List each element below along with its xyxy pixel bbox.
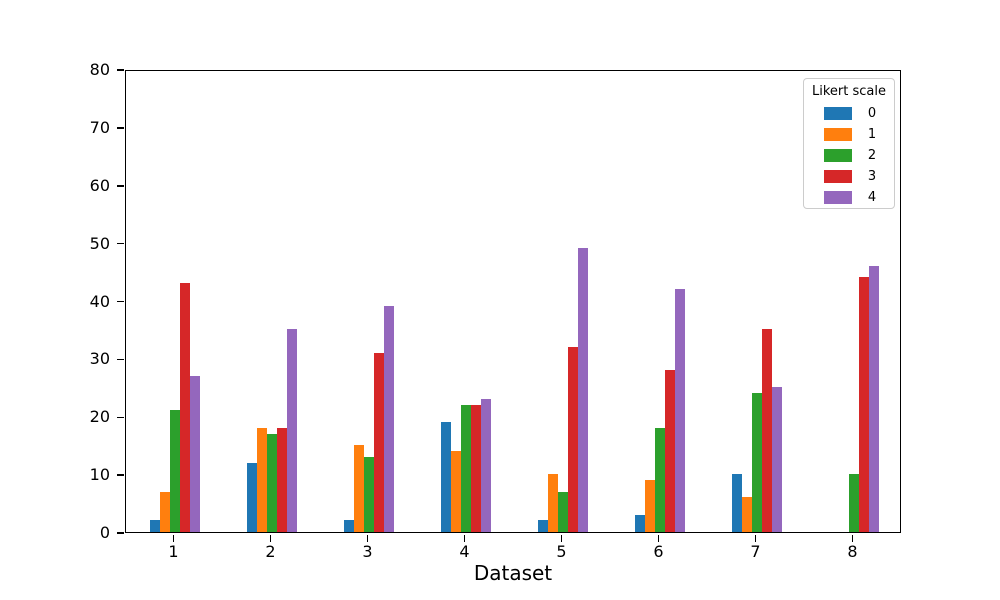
bar-dataset7-likert4 bbox=[771, 387, 782, 532]
bar-dataset7-likert1 bbox=[741, 497, 752, 532]
bar-dataset5-likert4 bbox=[577, 248, 588, 532]
x-tick-label-2: 2 bbox=[265, 542, 276, 561]
x-tick-label-3: 3 bbox=[362, 542, 373, 561]
y-tick-label-10: 10 bbox=[89, 465, 110, 485]
x-tick-label-8: 8 bbox=[847, 542, 858, 561]
bar-dataset6-likert0 bbox=[634, 514, 645, 532]
bar-dataset1-likert1 bbox=[159, 491, 170, 532]
bar-dataset3-likert1 bbox=[353, 445, 364, 532]
legend-swatch-3 bbox=[824, 170, 852, 183]
bar-dataset3-likert0 bbox=[343, 520, 354, 532]
bar-dataset6-likert2 bbox=[654, 427, 665, 532]
legend-label-0: 0 bbox=[867, 106, 877, 121]
x-tick-mark-5 bbox=[560, 534, 563, 542]
bar-dataset7-likert3 bbox=[761, 329, 772, 532]
x-tick-mark-7 bbox=[754, 534, 757, 542]
bar-dataset1-likert2 bbox=[169, 410, 180, 532]
y-tick-mark-40 bbox=[116, 300, 124, 303]
bar-dataset4-likert2 bbox=[460, 404, 471, 532]
x-tick-mark-3 bbox=[366, 534, 369, 542]
bar-dataset3-likert3 bbox=[373, 352, 384, 532]
bar-dataset3-likert4 bbox=[383, 306, 394, 532]
x-tick-mark-1 bbox=[172, 534, 175, 542]
bar-dataset2-likert0 bbox=[246, 462, 257, 532]
y-tick-mark-20 bbox=[116, 416, 124, 418]
x-tick-mark-4 bbox=[463, 534, 466, 542]
legend-entry-1: 1 bbox=[804, 124, 894, 145]
legend-label-3: 3 bbox=[867, 169, 877, 184]
bar-dataset5-likert3 bbox=[567, 346, 578, 532]
y-tick-mark-50 bbox=[116, 242, 124, 245]
legend-label-1: 1 bbox=[867, 127, 877, 142]
plot-area bbox=[125, 70, 901, 533]
x-axis-label: Dataset bbox=[473, 561, 553, 585]
bar-dataset4-likert1 bbox=[450, 450, 461, 532]
legend-entry-0: 0 bbox=[804, 103, 894, 124]
legend-label-4: 4 bbox=[867, 190, 877, 205]
bar-dataset4-likert4 bbox=[480, 398, 491, 532]
bar-dataset7-likert0 bbox=[731, 474, 742, 532]
legend-entry-4: 4 bbox=[804, 187, 894, 208]
y-tick-mark-70 bbox=[116, 127, 124, 129]
bar-dataset4-likert3 bbox=[470, 404, 481, 532]
y-tick-mark-60 bbox=[116, 185, 124, 187]
bar-dataset8-likert4 bbox=[868, 265, 879, 532]
y-tick-mark-80 bbox=[116, 69, 124, 71]
x-tick-label-5: 5 bbox=[556, 542, 567, 561]
y-tick-mark-10 bbox=[116, 474, 124, 476]
x-tick-label-1: 1 bbox=[168, 542, 179, 561]
bar-dataset5-likert1 bbox=[547, 474, 558, 532]
bar-dataset4-likert0 bbox=[440, 422, 451, 532]
bar-dataset8-likert2 bbox=[848, 474, 859, 532]
x-tick-mark-6 bbox=[657, 534, 660, 542]
x-tick-label-7: 7 bbox=[750, 542, 761, 561]
bar-dataset6-likert3 bbox=[664, 369, 675, 532]
bar-dataset2-likert4 bbox=[286, 329, 297, 532]
y-tick-label-30: 30 bbox=[89, 349, 110, 369]
bar-dataset6-likert4 bbox=[674, 288, 685, 532]
bar-dataset2-likert2 bbox=[266, 433, 277, 532]
bar-dataset2-likert3 bbox=[276, 427, 287, 532]
legend-swatch-1 bbox=[824, 128, 852, 141]
legend-swatch-2 bbox=[824, 149, 852, 162]
bar-dataset8-likert3 bbox=[858, 277, 869, 532]
legend-swatch-4 bbox=[824, 191, 852, 204]
bar-dataset1-likert3 bbox=[179, 283, 190, 532]
y-tick-label-50: 50 bbox=[89, 233, 110, 253]
legend: Likert scale 0 1 2 3 4 bbox=[803, 78, 895, 209]
x-tick-mark-2 bbox=[269, 534, 272, 542]
bar-dataset1-likert0 bbox=[149, 520, 160, 532]
bar-dataset6-likert1 bbox=[644, 479, 655, 532]
x-tick-label-6: 6 bbox=[653, 542, 664, 561]
bar-dataset1-likert4 bbox=[189, 375, 200, 532]
y-tick-label-20: 20 bbox=[89, 407, 110, 427]
legend-entries: 0 1 2 3 4 bbox=[804, 103, 894, 208]
x-tick-mark-8 bbox=[851, 534, 854, 542]
bar-dataset5-likert2 bbox=[557, 491, 568, 532]
y-tick-label-60: 60 bbox=[89, 175, 110, 195]
y-tick-label-40: 40 bbox=[89, 291, 110, 311]
y-tick-label-70: 70 bbox=[89, 117, 110, 137]
legend-swatch-0 bbox=[824, 107, 852, 120]
bar-dataset3-likert2 bbox=[363, 456, 374, 532]
y-tick-label-0: 0 bbox=[99, 523, 110, 542]
legend-entry-3: 3 bbox=[804, 166, 894, 187]
y-tick-mark-0 bbox=[116, 532, 124, 534]
y-tick-label-80: 80 bbox=[89, 60, 110, 79]
legend-title: Likert scale bbox=[812, 84, 886, 99]
x-tick-label-4: 4 bbox=[459, 542, 470, 561]
legend-label-2: 2 bbox=[867, 148, 877, 163]
legend-entry-2: 2 bbox=[804, 145, 894, 166]
y-tick-mark-30 bbox=[116, 358, 124, 361]
bar-dataset2-likert1 bbox=[256, 427, 267, 532]
bar-dataset7-likert2 bbox=[751, 393, 762, 532]
bar-dataset5-likert0 bbox=[537, 520, 548, 532]
